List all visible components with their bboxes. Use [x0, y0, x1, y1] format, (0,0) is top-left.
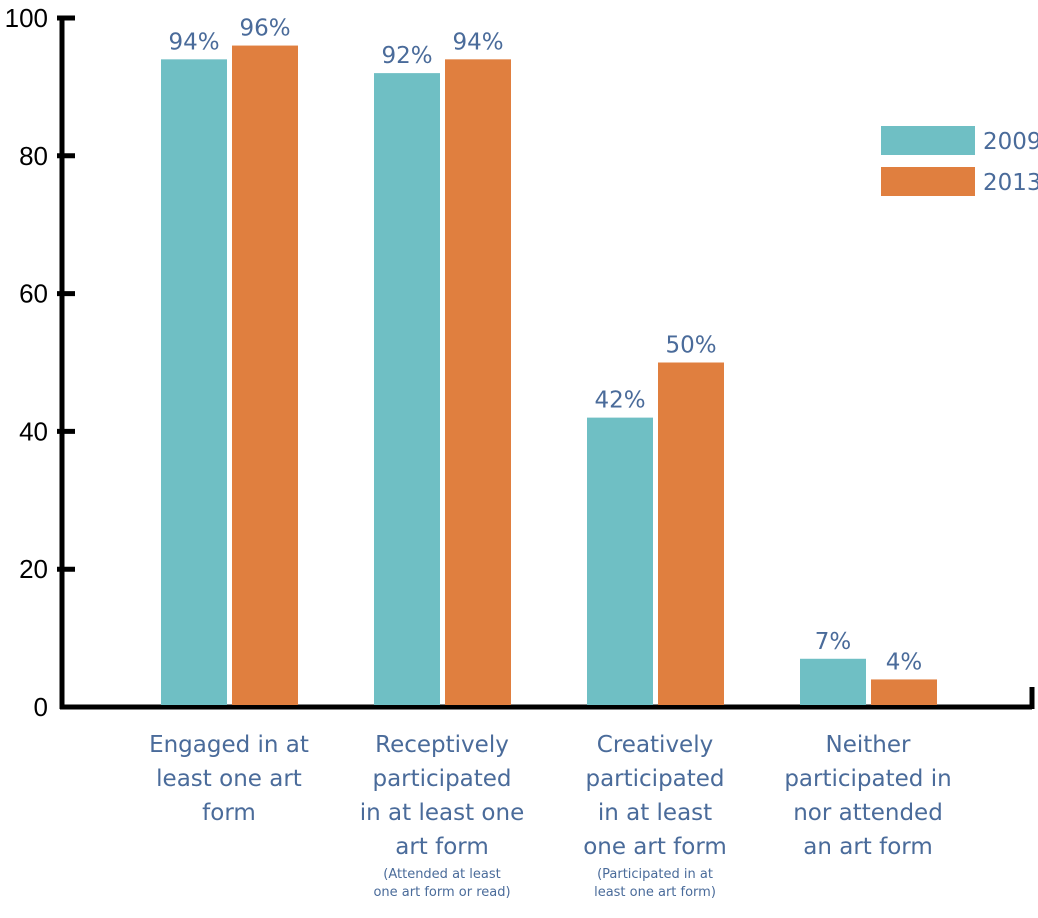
y-tick-label: 80 [19, 141, 48, 171]
x-category-label: Creatively participated in at least one … [550, 728, 760, 902]
x-category-label: Neither participated in nor attended an … [763, 728, 973, 864]
y-tick-label: 40 [19, 416, 48, 446]
y-tick-label: 0 [34, 692, 48, 722]
y-tick-label: 20 [19, 554, 48, 584]
data-label: 42% [594, 388, 645, 414]
data-label: 7% [815, 629, 852, 655]
bar-2009-3 [800, 658, 866, 705]
bar-2013-0 [232, 45, 298, 706]
category-note: (Participated in at least one art form) [594, 867, 716, 900]
data-label: 94% [168, 29, 219, 55]
bar-2009-1 [374, 73, 440, 706]
x-category-label: Receptively participated in at least one… [337, 728, 547, 902]
y-tick-label: 60 [19, 279, 48, 309]
category-note: (Attended at least one art form or read) [373, 867, 511, 900]
legend-label-2009: 2009 [983, 129, 1038, 155]
category-name: Neither participated in nor attended an … [784, 732, 952, 860]
category-name: Creatively participated in at least one … [583, 732, 727, 860]
data-label: 96% [239, 16, 290, 42]
legend-swatch-2009 [881, 126, 975, 155]
bar-2009-0 [161, 59, 227, 705]
data-label: 94% [452, 29, 503, 55]
bar-2013-1 [445, 59, 511, 705]
bar-2013-3 [871, 679, 937, 705]
data-label: 4% [886, 649, 923, 675]
category-name: Engaged in at least one art form [149, 732, 309, 826]
x-category-label: Engaged in at least one art form [124, 728, 334, 830]
legend-swatch-2013 [881, 167, 975, 196]
data-label: 92% [381, 43, 432, 69]
bar-2009-2 [587, 417, 653, 705]
legend-label-2013: 2013 [983, 170, 1038, 196]
bar-2013-2 [658, 362, 724, 705]
category-name: Receptively participated in at least one… [359, 732, 525, 860]
y-tick-label: 100 [5, 3, 48, 33]
data-label: 50% [665, 333, 716, 359]
